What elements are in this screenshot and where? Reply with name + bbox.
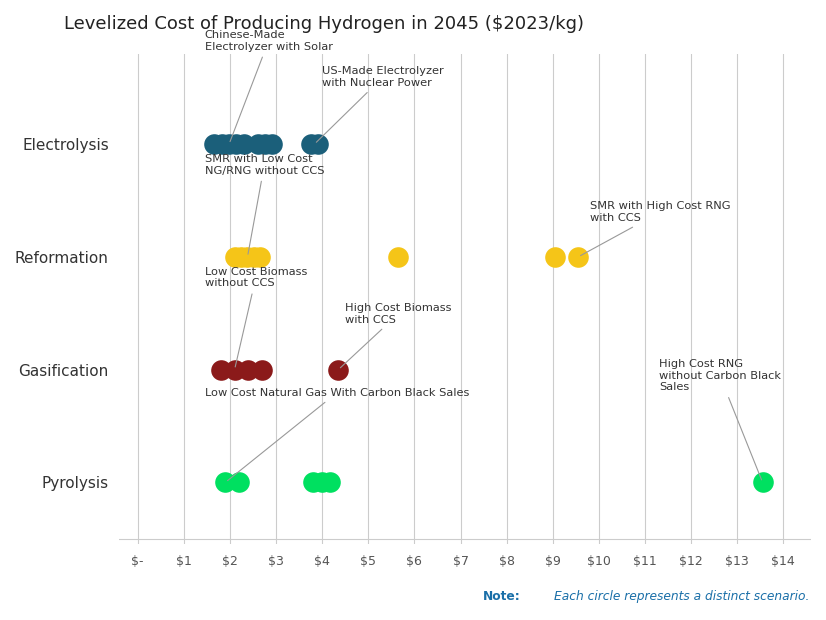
Point [222, 140, 235, 149]
Point [548, 252, 562, 262]
Point [304, 140, 317, 149]
Point [207, 140, 221, 149]
Text: Each circle represents a distinct scenario.: Each circle represents a distinct scenar… [554, 590, 809, 603]
Text: SMR with High Cost RNG
with CCS: SMR with High Cost RNG with CCS [581, 202, 730, 255]
Point [316, 477, 329, 487]
Point [324, 477, 337, 487]
Point [237, 140, 250, 149]
Point [228, 252, 241, 262]
Point [228, 365, 241, 374]
Point [392, 252, 405, 262]
Text: Chinese-Made
Electrolyzer with Solar: Chinese-Made Electrolyzer with Solar [205, 30, 333, 141]
Point [255, 365, 268, 374]
Point [235, 252, 248, 262]
Text: Low Cost Natural Gas With Carbon Black Sales: Low Cost Natural Gas With Carbon Black S… [205, 388, 469, 480]
Point [241, 252, 254, 262]
Text: High Cost Biomass
with CCS: High Cost Biomass with CCS [340, 303, 452, 368]
Point [756, 477, 769, 487]
Point [251, 140, 264, 149]
Text: Note:: Note: [483, 590, 521, 603]
Text: Low Cost Biomass
without CCS: Low Cost Biomass without CCS [205, 267, 307, 367]
Point [254, 252, 267, 262]
Point [266, 140, 279, 149]
Text: SMR with Low Cost
NG/RNG without CCS: SMR with Low Cost NG/RNG without CCS [205, 154, 324, 254]
Text: US-Made Electrolyzer
with Nuclear Power: US-Made Electrolyzer with Nuclear Power [316, 66, 444, 142]
Point [259, 140, 272, 149]
Text: High Cost RNG
without Carbon Black
Sales: High Cost RNG without Carbon Black Sales [659, 359, 781, 480]
Point [219, 477, 232, 487]
Point [215, 140, 228, 149]
Point [572, 252, 585, 262]
Point [311, 140, 325, 149]
Point [230, 140, 243, 149]
Point [306, 477, 320, 487]
Point [214, 365, 227, 374]
Point [233, 477, 246, 487]
Point [332, 365, 345, 374]
Text: Levelized Cost of Producing Hydrogen in 2045 ($2023/kg): Levelized Cost of Producing Hydrogen in … [64, 15, 584, 33]
Point [247, 252, 260, 262]
Point [242, 365, 255, 374]
